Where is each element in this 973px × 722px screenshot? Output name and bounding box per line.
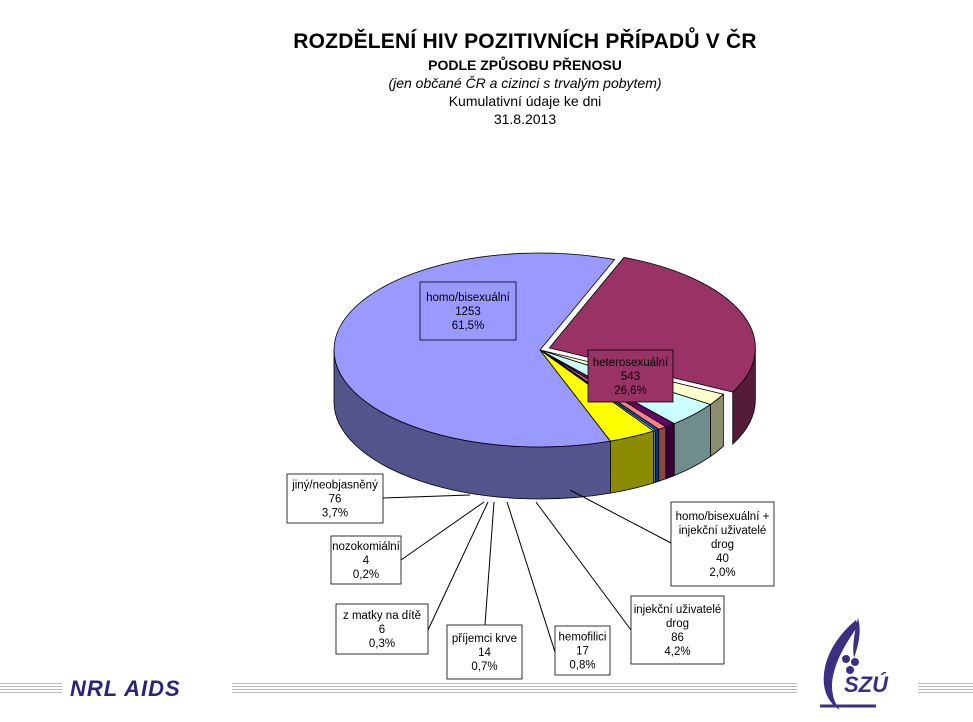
data-label-text-7-0: nozokomiální — [332, 541, 401, 553]
leader-line-3 — [535, 501, 632, 631]
footer-rule-left — [0, 683, 62, 695]
data-label-text-2-3: 40 — [716, 553, 729, 565]
footer-rule-right — [918, 683, 973, 695]
data-label-text-0-2: 61,5% — [452, 320, 485, 332]
data-label-text-4-2: 0,8% — [569, 660, 595, 672]
data-label-text-1-2: 26,6% — [614, 385, 647, 397]
data-label-text-5-2: 0,7% — [471, 661, 497, 673]
data-label-4: hemofilici 17 0,8% — [554, 625, 611, 676]
data-label-box-7 — [330, 535, 402, 585]
data-label-text-6-1: 6 — [379, 624, 385, 636]
data-label-6: z matky na dítě 6 0,3% — [335, 603, 429, 655]
data-label-text-8-1: 76 — [329, 494, 342, 506]
chart-titles: ROZDĚLENÍ HIV POZITIVNÍCH PŘÍPADŮ V ČR P… — [0, 30, 973, 127]
data-label-text-0-0: homo/bisexuální — [426, 292, 511, 304]
data-label-7: nozokomiální 4 0,2% — [330, 535, 402, 585]
pie-side-4 — [665, 422, 675, 480]
data-label-text-6-0: z matky na dítě — [343, 610, 421, 622]
data-label-box-0 — [419, 281, 517, 341]
leader-line-8 — [382, 494, 471, 499]
data-label-0: homo/bisexuální 1253 61,5% — [419, 281, 517, 341]
data-label-box-6 — [335, 603, 429, 655]
nrl-aids-brand: NRL AIDS — [70, 676, 181, 701]
pie-slice-0 — [333, 252, 616, 448]
chart-cumulative-label: Kumulativní údaje ke dni — [448, 93, 602, 109]
data-label-text-4-0: hemofilici — [559, 632, 607, 644]
leader-line-4 — [506, 501, 556, 653]
data-label-text-8-2: 3,7% — [322, 508, 348, 520]
data-label-text-1-1: 543 — [621, 371, 640, 383]
data-label-1: heterosexuální 543 26,6% — [587, 349, 674, 403]
data-label-box-1 — [587, 349, 674, 403]
data-label-text-4-1: 17 — [576, 646, 589, 658]
szu-logo-text: SZÚ — [844, 672, 889, 697]
pie-side-6 — [655, 428, 660, 483]
data-label-text-2-4: 2,0% — [709, 567, 735, 579]
data-label-box-3 — [630, 595, 725, 665]
data-label-text-1-0: heterosexuální — [593, 357, 669, 369]
data-label-box-8 — [286, 473, 384, 524]
data-label-5: příjemci krve 14 0,7% — [446, 624, 523, 680]
data-label-text-2-2: drog — [711, 539, 734, 551]
data-label-box-2 — [670, 501, 775, 587]
chart-subtitle: PODLE ZPŮSOBU PŘENOSU — [428, 57, 622, 73]
data-label-text-3-3: 4,2% — [664, 646, 690, 658]
chart-title: ROZDĚLENÍ HIV POZITIVNÍCH PŘÍPADŮ V ČR — [293, 30, 757, 53]
leader-line-2 — [569, 489, 672, 544]
leader-line-7 — [400, 501, 485, 561]
data-label-text-7-1: 4 — [363, 555, 370, 567]
data-label-text-6-2: 0,3% — [369, 638, 395, 650]
data-label-text-2-1: injekční uživatelé — [679, 525, 767, 537]
data-label-text-5-1: 14 — [478, 647, 491, 659]
data-label-box-5 — [446, 624, 523, 680]
data-label-text-5-0: příjemci krve — [452, 633, 517, 645]
data-label-text-8-0: jiný/neobjasněný — [291, 480, 378, 492]
data-label-3: injekční uživatelé drog 86 4,2% — [630, 595, 725, 665]
chart-note: (jen občané ČR a cizinci s trvalým pobyt… — [388, 75, 662, 91]
data-label-box-4 — [554, 625, 611, 676]
pie-side-5 — [658, 426, 667, 482]
data-label-2: homo/bisexuální + injekční uživatelé drog 4… — [670, 501, 775, 587]
chart-date: 31.8.2013 — [493, 111, 557, 127]
data-label-text-3-2: 86 — [671, 632, 684, 644]
data-label-text-7-2: 0,2% — [353, 569, 379, 581]
leader-line-5 — [484, 501, 495, 626]
data-label-text-3-0: injekční uživatelé — [634, 604, 722, 616]
leader-line-6 — [427, 501, 489, 631]
data-label-text-2-0: homo/bisexuální + — [676, 511, 770, 523]
data-label-text-3-1: drog — [666, 618, 689, 630]
data-label-8: jiný/neobjasněný 76 3,7% — [286, 473, 384, 524]
footer-rule-middle — [232, 683, 797, 695]
data-label-text-0-1: 1253 — [455, 306, 481, 318]
szu-logo: SZÚ — [820, 618, 889, 710]
